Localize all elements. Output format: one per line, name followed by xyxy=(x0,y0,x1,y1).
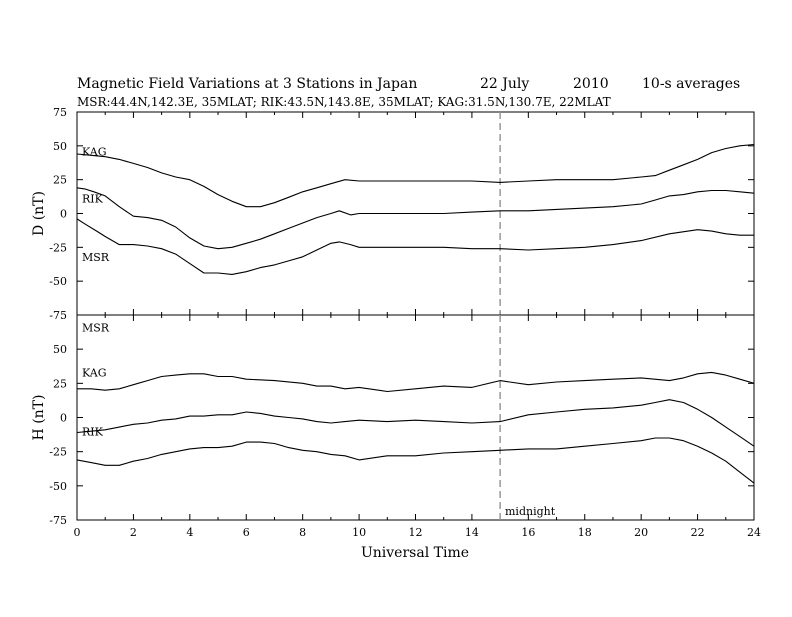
trace-msr xyxy=(76,437,755,484)
y-tick-label: -75 xyxy=(49,309,67,322)
chart-header: Magnetic Field Variations at 3 Stations … xyxy=(77,76,740,109)
panel-frame xyxy=(76,314,755,521)
station-label-kag: KAG xyxy=(82,145,107,158)
x-tick-label: 12 xyxy=(409,526,423,539)
chart-date: 22 July xyxy=(480,76,529,92)
station-label-msr: MSR xyxy=(82,321,110,334)
x-tick-label: 22 xyxy=(691,526,705,539)
y-tick-label: 25 xyxy=(53,174,67,187)
x-tick-label: 4 xyxy=(186,526,193,539)
y-tick-label: 0 xyxy=(60,412,67,425)
chart-averaging: 10-s averages xyxy=(642,76,740,92)
x-tick-label: 0 xyxy=(74,526,81,539)
trace-rik xyxy=(76,187,755,250)
x-tick-label: 2 xyxy=(130,526,137,539)
station-coordinates: MSR:44.4N,142.3E, 35MLAT; RIK:43.5N,143.… xyxy=(77,95,611,109)
station-label-rik: RIK xyxy=(82,425,104,438)
trace-msr xyxy=(76,218,754,275)
midnight-label: midnight xyxy=(505,505,556,518)
x-tick-label: 14 xyxy=(465,526,479,539)
y-tick-label: 50 xyxy=(53,140,67,153)
chart-year: 2010 xyxy=(573,76,609,92)
y-tick-label: -25 xyxy=(49,241,67,254)
y-axis-title: D (nT) xyxy=(31,191,47,236)
y-tick-label: 75 xyxy=(53,106,67,119)
y-axis-title: H (nT) xyxy=(31,395,47,441)
x-tick-label: 18 xyxy=(578,526,592,539)
y-tick-label: -75 xyxy=(49,514,67,527)
x-axis-title: Universal Time xyxy=(361,545,469,561)
y-tick-label: -50 xyxy=(49,275,67,288)
x-tick-label: 16 xyxy=(521,526,535,539)
y-tick-label: 50 xyxy=(53,343,67,356)
y-tick-label: -25 xyxy=(49,446,67,459)
y-tick-label: 25 xyxy=(53,377,67,390)
trace-rik xyxy=(76,399,755,447)
y-tick-label: -50 xyxy=(49,480,67,493)
x-tick-label: 24 xyxy=(747,526,761,539)
trace-kag xyxy=(76,143,755,208)
station-label-rik: RIK xyxy=(82,193,104,206)
x-tick-label: 10 xyxy=(352,526,366,539)
x-tick-label: 8 xyxy=(299,526,306,539)
x-tick-label: 20 xyxy=(634,526,648,539)
y-tick-label: 0 xyxy=(60,208,67,221)
station-label-kag: KAG xyxy=(82,367,107,380)
x-tick-label: 6 xyxy=(243,526,250,539)
trace-kag xyxy=(77,371,755,393)
station-label-msr: MSR xyxy=(82,251,110,264)
panel-d: 75 50 25 0 -25 -50 -75 D (nT) KAG RIK MSR xyxy=(31,106,755,322)
chart-title: Magnetic Field Variations at 3 Stations … xyxy=(77,76,417,92)
